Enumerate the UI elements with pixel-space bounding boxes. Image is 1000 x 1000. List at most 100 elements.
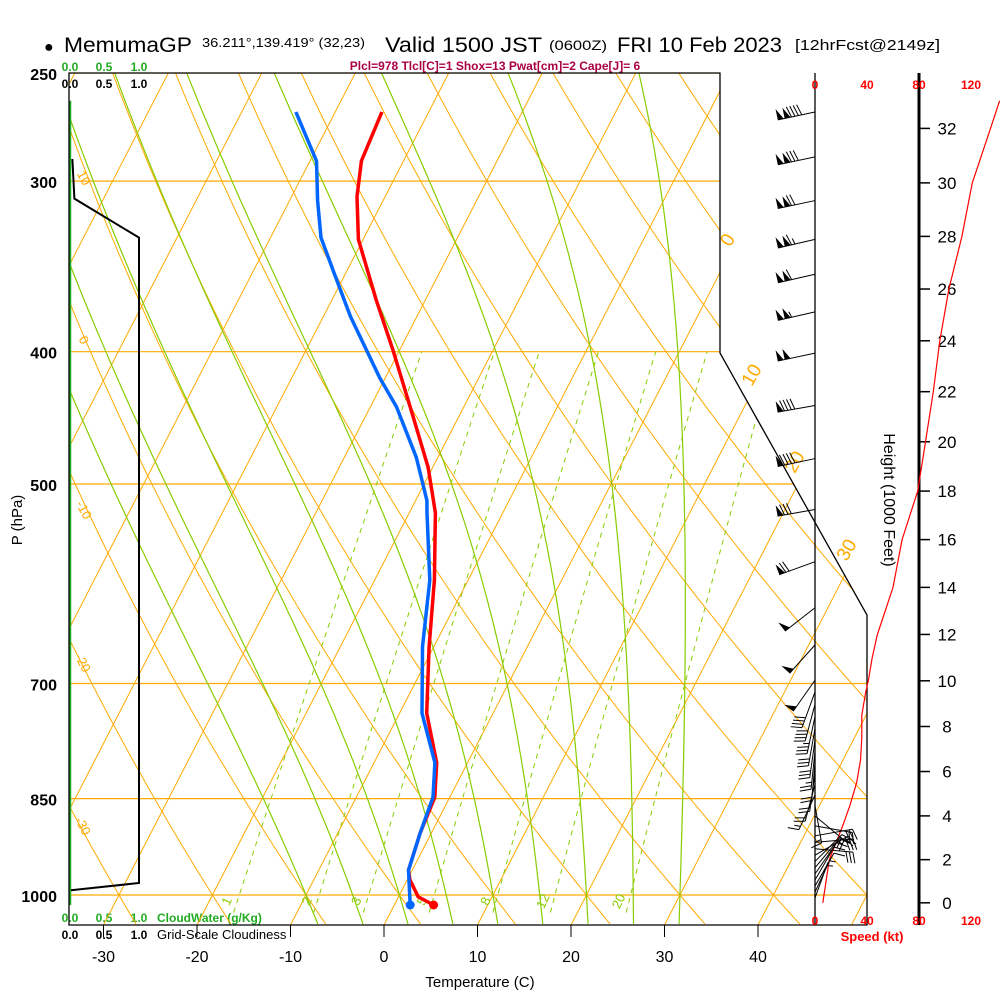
barb-feather — [839, 838, 850, 844]
barb-feather — [839, 836, 850, 844]
wind-barb — [814, 828, 858, 841]
isotherm-label: 30 — [833, 536, 862, 565]
sounding-profiles — [68, 100, 439, 910]
barb-feather — [811, 842, 822, 849]
barb-staff — [806, 716, 816, 754]
temperature-tick-label: 0 — [380, 949, 389, 966]
barb-staff — [777, 509, 816, 517]
speed-tick-label-top: 0 — [812, 78, 819, 92]
barb-feather — [798, 777, 810, 780]
barb-feather — [792, 105, 799, 116]
barb-feather — [795, 753, 808, 755]
barb-feather — [786, 399, 792, 410]
barb-staff — [814, 862, 829, 899]
mixing-ratio-line — [313, 351, 495, 913]
barb-half-feather — [829, 860, 836, 863]
wind-barb — [775, 269, 816, 284]
barb-staff — [792, 679, 816, 712]
wind-barb — [814, 862, 834, 899]
barb-feather — [789, 105, 796, 117]
moist-adiabat-line — [601, 73, 686, 924]
barb-feather — [782, 561, 790, 572]
pressure-axis-title: P (hPa) — [9, 495, 26, 546]
barb-flag — [782, 107, 791, 119]
dry-adiabat-line — [893, 0, 1000, 924]
height-tick-label: 18 — [938, 482, 957, 501]
mixing-ratio-label: 20 — [609, 891, 629, 910]
wind-barb — [775, 234, 816, 249]
barb-half-feather — [794, 824, 801, 827]
speed-tick-label-bottom: 120 — [961, 914, 981, 928]
barb-half-feather — [791, 238, 796, 245]
plot-frame — [68, 72, 868, 926]
temperature-tick-label: -30 — [92, 949, 115, 966]
isotherm-line — [69, 73, 263, 925]
wind-barb — [787, 794, 816, 831]
barb-feather — [782, 503, 789, 515]
dry-adiabat-line — [715, 73, 867, 925]
dry-adiabat-line — [538, 73, 867, 925]
mixing-ratio-line — [625, 351, 776, 913]
pressure-tick-label: 300 — [30, 175, 57, 192]
isotherm-line — [290, 73, 730, 925]
wind-barb — [775, 308, 816, 321]
model-name: MemumaGP — [64, 34, 192, 57]
temperature-profile-surface-dot — [429, 900, 439, 910]
barb-staff — [779, 561, 816, 576]
barb-flag — [782, 152, 791, 164]
isotherm-line — [196, 73, 637, 925]
barb-feather — [779, 504, 785, 516]
temperature-tick-label: 10 — [469, 949, 487, 966]
barb-flag — [775, 109, 784, 120]
barb-half-feather — [845, 830, 849, 837]
barb-staff — [777, 458, 816, 467]
barb-feather — [800, 796, 813, 800]
cloudwater-axis-label: CloudWater (g/Kg) — [157, 911, 262, 925]
speed-tick-label-bottom: 40 — [860, 914, 874, 928]
barb-staff — [807, 728, 816, 766]
speed-tick-label-top: 120 — [961, 78, 981, 92]
dry-adiabat-line — [69, 73, 516, 925]
station-bullet-icon: ● — [44, 39, 54, 56]
height-tick-label: 2 — [942, 851, 951, 870]
wind-panel: 0040408080120120024681012141618202224262… — [775, 73, 1000, 928]
barb-feather — [785, 195, 792, 206]
height-tick-label: 4 — [942, 807, 951, 826]
wind-barb — [775, 561, 816, 576]
barb-feather — [844, 837, 854, 847]
dry-adiabat-line — [69, 73, 327, 925]
barb-feather — [792, 719, 805, 722]
isotherm-line — [103, 73, 543, 925]
barb-staff — [804, 704, 816, 742]
barb-staff — [777, 238, 816, 249]
barb-feather — [779, 400, 785, 412]
cloudwater-tick-top: 0.0 — [62, 60, 79, 74]
mixing-ratio-label: 8 — [477, 895, 494, 908]
wind-barb — [799, 751, 816, 792]
height-tick-label: 30 — [938, 174, 957, 193]
dry-adiabat-line — [69, 73, 137, 925]
barb-feather — [799, 788, 812, 792]
speed-tick-label-bottom: 0 — [812, 914, 819, 928]
dewpoint-profile-surface-dot — [405, 900, 415, 910]
barb-feather — [789, 398, 796, 410]
barb-staff — [777, 405, 816, 413]
barb-flag — [775, 401, 784, 413]
barb-staff — [777, 200, 816, 209]
barb-flag — [781, 665, 794, 674]
cloudwater-tick-bottom: 0.0 — [62, 911, 79, 925]
pressure-tick-label: 1000 — [21, 889, 57, 906]
wind-barb — [814, 846, 846, 881]
height-tick-label: 20 — [938, 433, 957, 452]
barb-staff — [798, 794, 816, 830]
dry-adiabat-line — [361, 73, 867, 925]
dry-adiabat-label: -20 — [72, 651, 94, 675]
barb-feather — [787, 827, 800, 831]
barb-feather — [798, 758, 810, 761]
mixing-ratio-line — [492, 351, 657, 913]
barb-feather — [786, 503, 792, 514]
barb-feather — [833, 846, 846, 851]
wind-barb — [775, 104, 816, 121]
barb-staff — [809, 739, 816, 778]
